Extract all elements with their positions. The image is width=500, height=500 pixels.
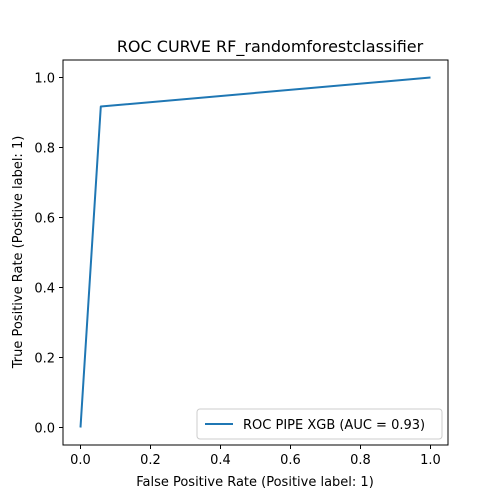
y-axis-label: True Positive Rate (Positive label: 1)	[11, 136, 26, 370]
y-tick-label: 1.0	[34, 72, 55, 87]
y-tick-label: 0.0	[34, 422, 55, 437]
legend-label: ROC PIPE XGB (AUC = 0.93)	[243, 418, 425, 433]
plot-area: 0.0 0.2 0.4 0.6 0.8 1.0 0.0 0.2 0.4 0.6 0.8 1.0	[34, 59, 449, 468]
y-tick-label: 0.6	[34, 212, 55, 227]
x-tick-label: 1.0	[420, 453, 441, 468]
axes-frame	[62, 59, 449, 446]
y-tick-label: 0.4	[34, 282, 55, 297]
legend-box	[196, 408, 443, 440]
chart-title: ROC CURVE RF_randomforestclassifier	[117, 37, 424, 57]
x-tick-label: 0.0	[70, 453, 91, 468]
y-tick-label: 0.2	[34, 352, 55, 367]
x-axis-label: False Positive Rate (Positive label: 1)	[136, 475, 374, 490]
x-tick-label: 0.2	[140, 453, 161, 468]
series-line-0	[79, 76, 431, 428]
x-tick-label: 0.6	[280, 453, 301, 468]
x-tick-label: 0.4	[210, 453, 231, 468]
legend: ROC PIPE XGB (AUC = 0.93)	[196, 408, 443, 440]
y-tick-label: 0.8	[34, 142, 55, 157]
x-tick-label: 0.8	[350, 453, 371, 468]
